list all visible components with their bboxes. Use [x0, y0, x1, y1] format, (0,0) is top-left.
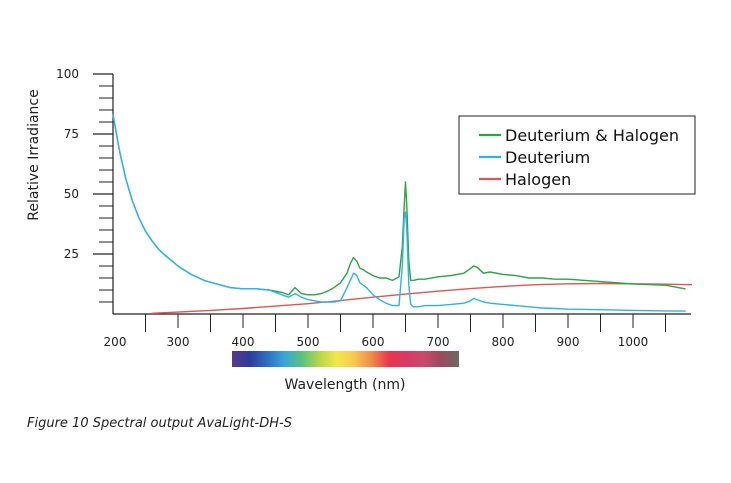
series-line-deuterium — [112, 114, 686, 312]
x-tick-label: 700 — [427, 335, 450, 349]
y-axis-title: Relative Irradiance — [26, 89, 42, 220]
x-tick-label: 500 — [297, 335, 320, 349]
y-tick-label: 100 — [56, 67, 79, 81]
x-tick-label: 600 — [362, 335, 385, 349]
x-tick-label: 400 — [232, 335, 255, 349]
legend: Deuterium & Halogen Deuterium Halogen — [458, 115, 696, 195]
legend-label: Halogen — [505, 170, 571, 189]
x-axis-title: Wavelength (nm) — [285, 377, 406, 393]
y-tick-label: 75 — [64, 127, 79, 141]
y-axis: 25 50 75 100 — [56, 67, 114, 314]
x-tick-label: 800 — [492, 335, 515, 349]
x-tick-label: 300 — [167, 335, 190, 349]
x-axis: 200 300 400 500 600 700 800 900 1000 — [104, 313, 691, 349]
series-line-halogen — [151, 282, 693, 314]
wavelength-color-bar — [232, 351, 459, 367]
legend-box — [458, 115, 696, 195]
spectral-chart: 25 50 75 100 200 300 400 500 600 700 800 900 1000 R… — [26, 67, 696, 393]
legend-label: Deuterium & Halogen — [505, 126, 679, 145]
y-tick-label: 50 — [64, 187, 79, 201]
figure-caption: Figure 10 Spectral output AvaLight-DH-S — [27, 416, 292, 431]
x-tick-label: 900 — [557, 335, 580, 349]
x-tick-label: 200 — [104, 335, 127, 349]
legend-label: Deuterium — [505, 148, 590, 167]
series-layer — [112, 114, 693, 314]
x-tick-label: 1000 — [618, 335, 649, 349]
y-tick-label: 25 — [64, 247, 79, 261]
